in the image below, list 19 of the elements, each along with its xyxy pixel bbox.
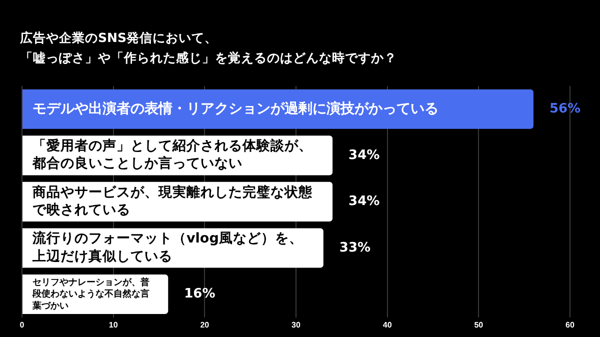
y-tick-label: セリフやナレーションが、普段使わないような不自然な言葉づかい	[32, 276, 150, 312]
x-tick-label: 60	[566, 320, 575, 330]
y-tick-label: 商品やサービスが、現実離れした完璧な状態で映されている	[32, 183, 314, 218]
y-tick-label: 「愛用者の声」として紹介される体験談が、都合の良いことしか言っていない	[32, 138, 312, 172]
y-tick-label: 流行りのフォーマット（vlog風など）を、上辺だけ真似している	[32, 230, 303, 264]
x-tick-label: 40	[382, 320, 392, 330]
x-tick-label: 20	[200, 320, 210, 330]
chart-subtitle: 「嘘っぽさ」や「作られた感じ」を覚えるのはどんな時ですか？	[20, 49, 397, 67]
data-label: 34%	[348, 194, 380, 210]
data-label: 16%	[184, 286, 216, 302]
y-tick-label: モデルや出演者の表情・リアクションが過剰に演技がかっている	[32, 100, 438, 117]
x-tick-label: 10	[108, 320, 118, 330]
x-tick-label: 50	[474, 320, 484, 330]
data-label: 56%	[549, 102, 581, 117]
data-label: 33%	[339, 240, 371, 256]
data-label: 34%	[348, 148, 380, 163]
x-tick-label: 0	[20, 320, 25, 330]
chart-title: 広告や企業のSNS発信において、	[20, 29, 218, 47]
x-tick-label: 30	[292, 320, 301, 330]
